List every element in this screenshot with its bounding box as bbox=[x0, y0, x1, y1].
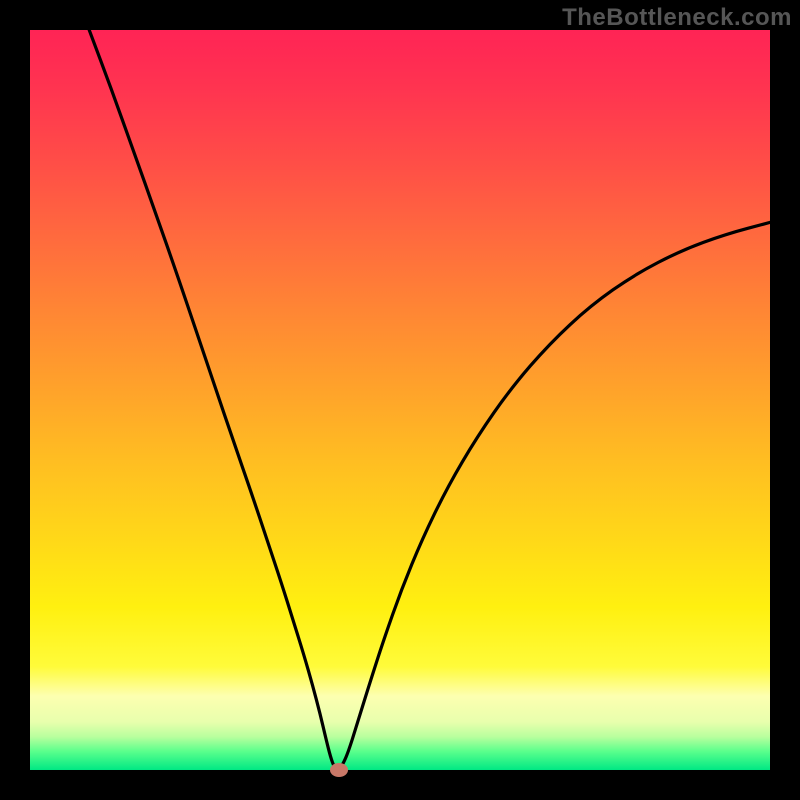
plot-area bbox=[30, 30, 770, 770]
gradient-background bbox=[30, 30, 770, 770]
min-marker bbox=[330, 763, 348, 777]
chart-frame: TheBottleneck.com bbox=[0, 0, 800, 800]
watermark-text: TheBottleneck.com bbox=[562, 4, 792, 32]
